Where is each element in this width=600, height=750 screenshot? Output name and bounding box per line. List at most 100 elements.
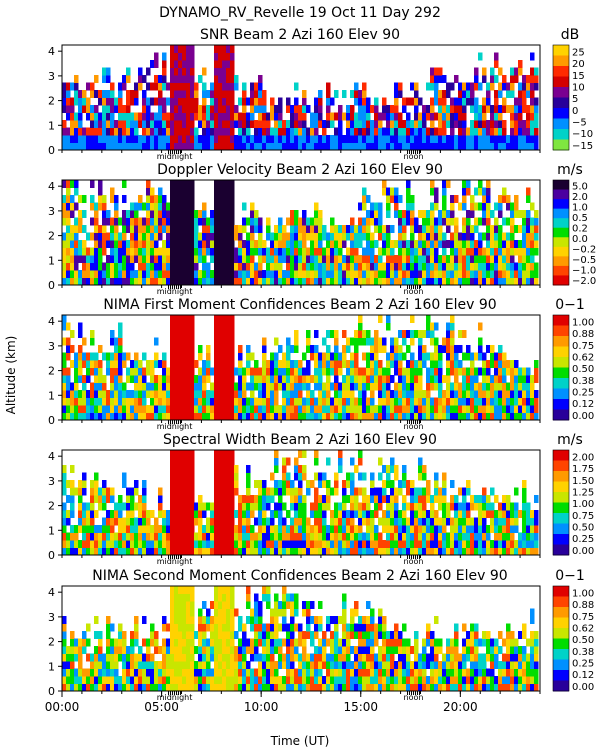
radar-cell <box>150 390 155 398</box>
radar-cell <box>122 547 127 556</box>
radar-cell <box>70 502 75 511</box>
radar-cell <box>402 97 407 106</box>
radar-cell <box>174 180 179 188</box>
radar-cell <box>330 135 335 143</box>
radar-cell <box>118 405 123 413</box>
radar-cell <box>146 232 151 241</box>
radar-cell <box>502 547 507 556</box>
radar-cell <box>166 540 171 548</box>
radar-cell <box>346 510 351 518</box>
radar-cell <box>502 517 507 526</box>
radar-cell <box>482 405 487 413</box>
radar-cell <box>82 676 87 684</box>
radar-cell <box>274 225 279 233</box>
radar-cell <box>102 225 107 233</box>
radar-cell <box>62 683 67 692</box>
radar-cell <box>506 360 511 368</box>
radar-cell <box>134 202 139 211</box>
radar-cell <box>70 232 75 241</box>
radar-cell <box>86 405 91 413</box>
radar-cell <box>138 82 143 91</box>
radar-cell <box>126 270 131 278</box>
radar-cell <box>446 90 451 98</box>
radar-cell <box>190 525 195 533</box>
radar-cell <box>106 638 111 647</box>
radar-cell <box>218 375 223 383</box>
radar-cell <box>410 397 415 406</box>
radar-cell <box>354 345 359 353</box>
radar-cell <box>238 382 243 391</box>
radar-cell <box>394 262 399 271</box>
radar-cell <box>274 465 279 473</box>
radar-cell <box>90 676 95 684</box>
radar-cell <box>262 390 267 398</box>
radar-cell <box>230 405 235 413</box>
radar-cell <box>470 405 475 413</box>
radar-cell <box>346 120 351 128</box>
radar-cell <box>422 217 427 226</box>
radar-cell <box>182 315 187 323</box>
radar-cell <box>250 135 255 143</box>
radar-cell <box>286 412 291 421</box>
radar-cell <box>258 480 263 488</box>
radar-cell <box>302 255 307 263</box>
radar-cell <box>446 397 451 406</box>
radar-cell <box>246 232 251 241</box>
radar-cell <box>470 390 475 398</box>
radar-cell <box>374 502 379 511</box>
radar-cell <box>178 247 183 256</box>
radar-cell <box>162 623 167 632</box>
radar-cell <box>426 510 431 518</box>
radar-cell <box>158 217 163 226</box>
radar-cell <box>502 405 507 413</box>
radar-cell <box>402 120 407 128</box>
radar-cell <box>110 638 115 647</box>
radar-cell <box>350 480 355 488</box>
radar-cell <box>394 465 399 473</box>
radar-cell <box>86 547 91 556</box>
radar-cell <box>174 480 179 488</box>
radar-cell <box>250 247 255 256</box>
radar-cell <box>170 487 175 496</box>
radar-cell <box>114 255 119 263</box>
radar-cell <box>530 405 535 413</box>
radar-cell <box>94 105 99 113</box>
radar-cell <box>178 277 183 286</box>
radar-cell <box>294 487 299 496</box>
radar-cell <box>174 525 179 533</box>
radar-cell <box>146 105 151 113</box>
radar-cell <box>350 142 355 151</box>
radar-cell <box>166 532 171 541</box>
radar-cell <box>482 135 487 143</box>
radar-cell <box>438 262 443 271</box>
radar-cell <box>306 532 311 541</box>
radar-cell <box>278 532 283 541</box>
radar-cell <box>354 262 359 271</box>
radar-cell <box>498 82 503 91</box>
radar-cell <box>210 540 215 548</box>
radar-cell <box>190 367 195 376</box>
radar-cell <box>322 480 327 488</box>
radar-cell <box>130 375 135 383</box>
radar-cell <box>250 367 255 376</box>
radar-cell <box>122 277 127 286</box>
radar-cell <box>302 412 307 421</box>
colorbar-label: 0.5 <box>572 213 588 224</box>
radar-cell <box>142 517 147 526</box>
radar-cell <box>478 547 483 556</box>
radar-cell <box>450 495 455 503</box>
radar-cell <box>294 532 299 541</box>
radar-cell <box>166 97 171 106</box>
radar-cell <box>314 382 319 391</box>
radar-cell <box>390 270 395 278</box>
radar-cell <box>246 517 251 526</box>
radar-cell <box>110 90 115 98</box>
radar-cell <box>282 465 287 473</box>
radar-cell <box>534 247 539 256</box>
radar-cell <box>122 472 127 481</box>
radar-cell <box>198 120 203 128</box>
radar-cell <box>270 352 275 361</box>
radar-cell <box>94 135 99 143</box>
radar-cell <box>494 142 499 151</box>
radar-cell <box>146 412 151 421</box>
